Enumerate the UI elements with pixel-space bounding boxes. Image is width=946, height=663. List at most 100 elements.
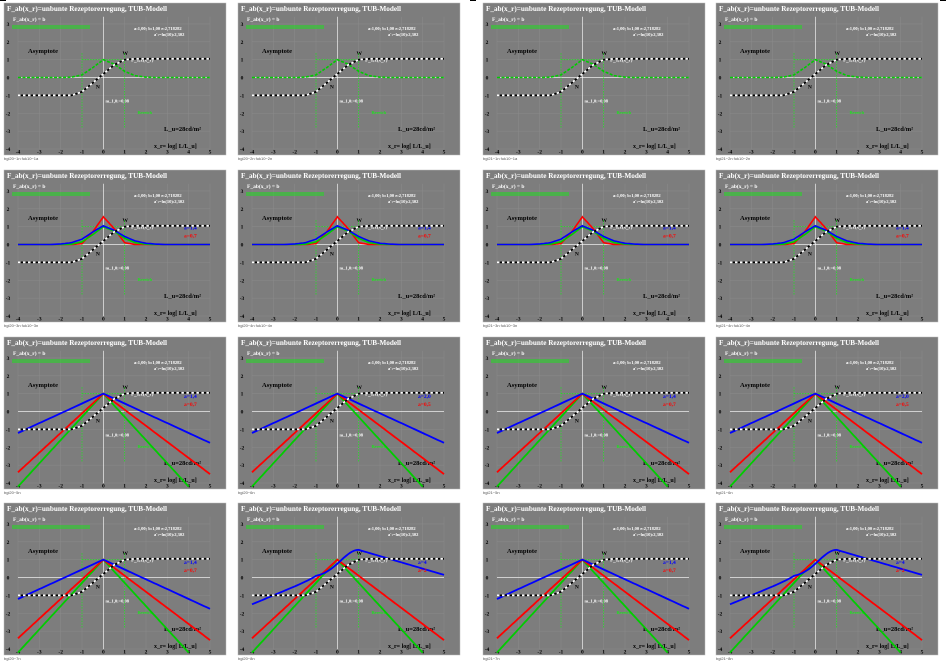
x-tick-label: 3: [878, 317, 881, 323]
y-tick-label: -2: [718, 611, 723, 617]
y-tick-label: -4: [240, 147, 245, 153]
w-label: W: [835, 385, 841, 391]
panel-code: bgi21−4n fuk10−4n: [716, 323, 751, 328]
x-tick-label: 1: [357, 150, 360, 156]
y-tick-label: -1: [6, 593, 11, 599]
x-tick-label: 1: [123, 650, 126, 656]
x-tick-label: -3: [749, 484, 754, 490]
lu-label: L_u=28cd/m²: [398, 126, 435, 133]
y-tick-label: 2: [486, 40, 489, 46]
n-label: N: [808, 251, 812, 257]
x-tick-label: 2: [857, 317, 860, 323]
n-label: N: [330, 251, 334, 257]
y-tick-label: 1: [241, 392, 244, 398]
series-line: [730, 58, 922, 79]
m-label: m_1,0:=0,98: [339, 433, 363, 438]
series-label: a=2: [418, 568, 427, 574]
chart-panel: -4 -3 -2 -1 0 1 2 3 4 5 -4 -3 -2 -1 0 1 2 3 F_ab(x_r)=unbu…: [237, 2, 461, 163]
x-axis-label: x_r= log[ L/L_u]: [866, 144, 909, 150]
x-tick-label: -2: [292, 150, 297, 156]
y-tick-label: -3: [6, 463, 11, 469]
formula-green-highlight: [12, 25, 90, 29]
f-label: F_1,1(x_r): [610, 558, 633, 563]
x-tick-label: 3: [400, 650, 403, 656]
x-tick-label: 5: [443, 317, 446, 323]
series-line: [251, 558, 445, 641]
y-tick-label: 0: [241, 576, 244, 582]
lu-label: L_u=28cd/m²: [398, 626, 435, 633]
y-tick-label: -1: [718, 593, 723, 599]
y-tick-label: 1: [719, 58, 722, 64]
y-tick-label: -2: [718, 445, 723, 451]
formula-text: F_ab(x_r) = b: [247, 350, 279, 357]
series-label: a=0,7: [663, 402, 676, 408]
y-tick-label: -1: [485, 593, 490, 599]
panel-title: F_ab(x_r)=unbunte Rezeptorerregung, TUB-…: [719, 339, 879, 347]
x-tick-label: 0: [814, 484, 817, 490]
y-tick-label: -4: [485, 147, 490, 153]
y-tick-label: 2: [241, 207, 244, 213]
y-tick-label: 2: [7, 540, 10, 546]
formula-green-highlight: [246, 192, 324, 196]
y-tick-label: 0: [7, 410, 10, 416]
y-tick-label: 3: [241, 356, 244, 362]
panel-svg: -4 -3 -2 -1 0 1 2 3 4 5-4-3-2-10123F_ab(x_r)=unbu…: [715, 336, 939, 490]
y-tick-label: -2: [718, 278, 723, 284]
series-label: a=0,7: [184, 233, 197, 239]
y-tick-label: -2: [240, 611, 245, 617]
series-label: a=2,0: [896, 394, 909, 400]
params-text: a:1,00; b:1,00 e:2,718282: [846, 26, 894, 31]
x-tick-label: -1: [792, 317, 797, 323]
x-tick-label: 0: [581, 650, 584, 656]
formula-green-highlight: [246, 25, 324, 29]
bereich-label: Bereich: [849, 110, 864, 115]
y-tick-label: -4: [718, 314, 723, 320]
x-tick-label: -2: [537, 650, 542, 656]
formula-green-highlight: [724, 25, 802, 29]
f-label: F_1,1(x_r): [131, 392, 154, 397]
n-label: N: [808, 84, 812, 90]
bereich-label: Bereich: [616, 444, 631, 449]
series-line: [18, 58, 210, 79]
w-label: W: [123, 385, 129, 391]
x-tick-label: 0: [814, 650, 817, 656]
bereich-label: Bereich: [616, 277, 631, 282]
params-text: a:1,00; b:1,00 e:2,718282: [368, 526, 416, 531]
y-tick-label: 3: [719, 522, 722, 528]
x-axis-label: x_r= log[ L/L_u]: [388, 311, 431, 317]
y-tick-label: -1: [718, 93, 723, 99]
x-tick-label: -1: [559, 317, 564, 323]
formula-text: F_ab(x_r) = b: [725, 183, 757, 190]
bereich-label: Bereich: [849, 444, 864, 449]
series-line: [251, 548, 445, 606]
x-tick-label: -1: [792, 650, 797, 656]
x-axis-label: x_r= log[ L/L_u]: [633, 144, 676, 150]
params-text: a:1,00; b:1,00 e:2,718282: [613, 360, 661, 365]
x-tick-label: 0: [102, 484, 105, 490]
x-tick-label: 0: [581, 484, 584, 490]
x-tick-label: 1: [123, 317, 126, 323]
series-line-dash: [18, 557, 210, 597]
y-tick-label: 0: [719, 243, 722, 249]
x-tick-label: 3: [166, 150, 169, 156]
panel-title: F_ab(x_r)=unbunte Rezeptorerregung, TUB-…: [7, 505, 167, 513]
x-tick-label: 2: [624, 150, 627, 156]
formula-text: F_ab(x_r) = b: [13, 183, 45, 190]
series-line-dash: [18, 57, 210, 97]
asymptote-label: Asymptote: [28, 215, 58, 222]
x-tick-label: 5: [921, 150, 924, 156]
panel-svg: -4 -3 -2 -1 0 1 2 3 4 5-4-3-2-10123F_ab(x_r)=unbu…: [715, 2, 939, 156]
panel-title: F_ab(x_r)=unbunte Rezeptorerregung, TUB-…: [486, 339, 646, 347]
f-label: F_1,1(x_r): [610, 392, 633, 397]
m-label: m_1,0:=0,98: [817, 599, 841, 604]
x-tick-label: -1: [559, 150, 564, 156]
series-line: [251, 392, 445, 475]
chart-panel: -4 -3 -2 -1 0 1 2 3 4 5 -4 -3 -2 -1 0 1 2 3 F_ab(x_r)=unbu…: [3, 336, 227, 497]
series-line-dash: [730, 557, 922, 597]
x-tick-label: 5: [209, 150, 212, 156]
lu-label: L_u=28cd/m²: [398, 460, 435, 467]
y-tick-label: 3: [486, 189, 489, 195]
series-line-dash: [497, 557, 689, 597]
f-label: F_1,1(x_r): [131, 558, 154, 563]
y-tick-label: -4: [6, 147, 11, 153]
